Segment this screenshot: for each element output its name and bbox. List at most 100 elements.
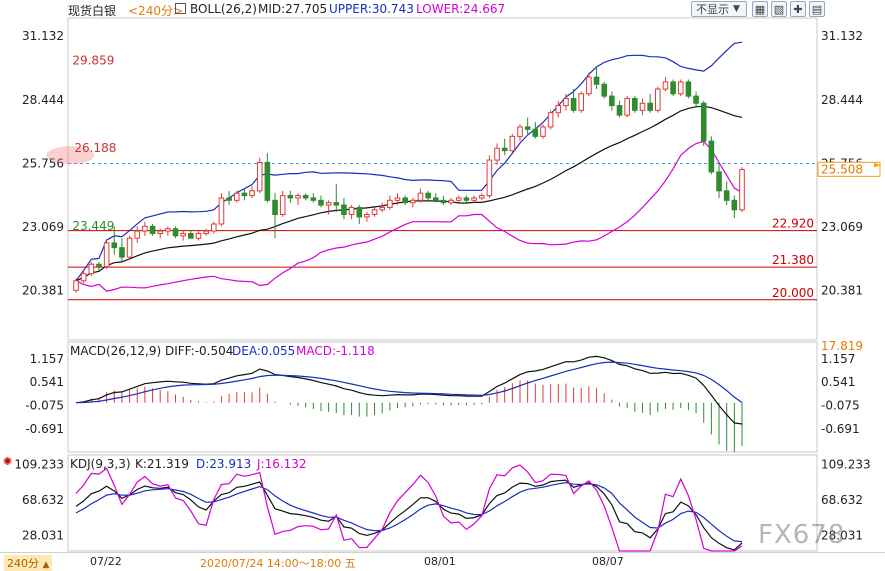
candle[interactable] — [119, 247, 125, 258]
candle[interactable] — [134, 230, 141, 239]
candle[interactable] — [371, 209, 378, 216]
zoom-out-button[interactable]: ▧ — [771, 1, 787, 17]
candle[interactable] — [716, 171, 722, 192]
candle[interactable] — [509, 135, 516, 152]
candle[interactable] — [218, 197, 225, 225]
candle[interactable] — [739, 169, 745, 211]
candle[interactable] — [677, 81, 684, 95]
grid-settings-button[interactable]: ▤ — [809, 1, 825, 17]
candle[interactable] — [356, 206, 363, 218]
candle[interactable] — [578, 93, 585, 111]
candle[interactable] — [279, 195, 286, 216]
candle[interactable] — [226, 197, 232, 201]
candle[interactable] — [142, 225, 148, 232]
kdj-j: J:16.132 — [257, 457, 307, 471]
candle[interactable] — [318, 199, 324, 206]
period-selector[interactable]: 240分 ▲ — [4, 555, 53, 571]
candle[interactable] — [609, 95, 615, 107]
candle[interactable] — [410, 199, 416, 204]
candle[interactable] — [157, 230, 164, 234]
period-label[interactable]: <240分> — [128, 4, 184, 18]
candle[interactable] — [88, 263, 95, 275]
candle[interactable] — [394, 197, 401, 201]
candle[interactable] — [249, 190, 255, 197]
candle[interactable] — [417, 192, 424, 201]
candle[interactable] — [494, 147, 500, 161]
candle[interactable] — [387, 199, 393, 208]
candle[interactable] — [601, 83, 608, 97]
candle[interactable] — [723, 190, 730, 201]
candle[interactable] — [639, 102, 646, 111]
candle[interactable] — [662, 81, 669, 90]
candle[interactable] — [593, 76, 600, 85]
candle[interactable] — [555, 105, 562, 114]
candle[interactable] — [463, 197, 470, 201]
candle[interactable] — [310, 197, 317, 201]
candle[interactable] — [195, 232, 202, 239]
candle[interactable] — [700, 102, 707, 142]
candle[interactable] — [333, 202, 340, 206]
candle[interactable] — [693, 95, 699, 104]
candle[interactable] — [364, 214, 370, 218]
candle[interactable] — [96, 263, 102, 268]
candle[interactable] — [448, 199, 454, 204]
candle[interactable] — [624, 98, 630, 116]
candle[interactable] — [486, 159, 493, 197]
candle[interactable] — [126, 237, 133, 258]
candle[interactable] — [188, 232, 194, 239]
candle[interactable] — [586, 76, 592, 95]
candle[interactable] — [210, 223, 217, 232]
candle[interactable] — [379, 206, 386, 211]
candle[interactable] — [287, 195, 294, 199]
candle[interactable] — [73, 280, 79, 291]
candle[interactable] — [165, 228, 171, 232]
candle[interactable] — [348, 206, 355, 216]
candle[interactable] — [256, 161, 263, 192]
period-selector-label: 240分 — [7, 557, 39, 570]
candle[interactable] — [103, 242, 110, 268]
candle[interactable] — [632, 98, 638, 111]
candle[interactable] — [272, 199, 278, 216]
candle[interactable] — [80, 273, 87, 282]
candle[interactable] — [731, 199, 738, 211]
candle[interactable] — [501, 147, 508, 152]
candle[interactable] — [471, 197, 477, 201]
candle[interactable] — [563, 98, 569, 107]
candle[interactable] — [241, 192, 248, 197]
kdj-settings-icon[interactable]: ✺ — [3, 455, 13, 468]
candle[interactable] — [203, 230, 209, 234]
candle[interactable] — [540, 126, 546, 137]
candle[interactable] — [149, 225, 156, 234]
candle[interactable] — [616, 105, 623, 116]
zoom-in-button[interactable]: ▦ — [752, 1, 768, 17]
candle[interactable] — [654, 88, 661, 111]
candle[interactable] — [425, 192, 431, 199]
candle[interactable] — [524, 126, 531, 130]
candle[interactable] — [111, 242, 118, 249]
candle[interactable] — [172, 228, 179, 237]
candle[interactable] — [685, 81, 692, 97]
candle[interactable] — [455, 197, 462, 201]
candle[interactable] — [233, 192, 240, 201]
candle[interactable] — [341, 204, 347, 216]
candle[interactable] — [708, 140, 715, 173]
candle[interactable] — [325, 202, 332, 206]
candle[interactable] — [517, 126, 523, 137]
candle[interactable] — [647, 102, 653, 111]
candle[interactable] — [478, 195, 485, 199]
candle[interactable] — [402, 197, 408, 204]
candle[interactable] — [295, 195, 301, 199]
candle[interactable] — [670, 81, 676, 95]
crosshair-button[interactable]: ✚ — [790, 1, 806, 17]
candle[interactable] — [432, 197, 439, 201]
candle[interactable] — [440, 199, 447, 204]
candle[interactable] — [547, 112, 554, 128]
candle[interactable] — [264, 161, 271, 201]
candle[interactable] — [302, 195, 309, 199]
candle[interactable] — [570, 98, 577, 111]
candle[interactable] — [180, 232, 186, 237]
candle[interactable] — [532, 128, 539, 137]
display-dropdown[interactable]: 不显示 ▼ — [691, 1, 747, 17]
boll-toggle-icon[interactable] — [175, 3, 186, 14]
